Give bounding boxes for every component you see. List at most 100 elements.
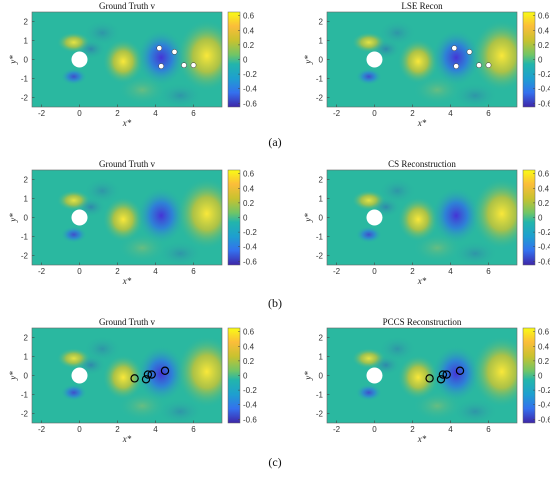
x-tick-label: 0 (77, 109, 82, 118)
sensor-marker (442, 370, 451, 379)
y-tick-label: 1 (24, 195, 29, 204)
colorbar-tick-label: 0.4 (538, 342, 550, 351)
colorbar-tick-label: 0 (538, 372, 543, 381)
y-tick-label: 1 (24, 37, 29, 46)
y-tick-label: 0 (24, 214, 29, 223)
y-tick-label: -1 (21, 75, 29, 84)
y-tick-label: 0 (319, 372, 324, 381)
panel-2-2: -2 0 2 4 6 2 1 0 -1 -2 x* y* CS Reconstruction 0.6 0.4… (303, 159, 550, 286)
row-label: (c) (268, 455, 281, 469)
colorbar-tick-label: 0.6 (243, 170, 255, 179)
x-tick-label: 4 (153, 267, 158, 276)
sensor-marker (476, 62, 482, 69)
y-tick-label: 1 (24, 353, 29, 362)
x-tick-label: 6 (191, 425, 196, 434)
x-tick-label: -2 (333, 425, 341, 434)
colorbar-tick-label: 0.6 (243, 12, 255, 21)
y-tick-label: 2 (319, 18, 324, 27)
x-tick-label: 6 (486, 425, 491, 434)
field-heatmap (327, 328, 517, 423)
x-tick-label: 0 (77, 267, 82, 276)
y-tick-label: 2 (24, 18, 29, 27)
colorbar-tick-label: 0 (243, 56, 248, 65)
y-tick-label: -2 (21, 410, 29, 419)
x-axis-label: x* (122, 118, 132, 128)
x-tick-label: -2 (38, 425, 46, 434)
y-tick-label: 2 (24, 176, 29, 185)
x-axis-label: x* (417, 276, 427, 286)
colorbar-tick-label: -0.4 (243, 243, 257, 252)
field-heatmap (327, 170, 517, 265)
y-tick-label: -1 (316, 233, 324, 242)
y-tick-label: 1 (319, 353, 324, 362)
y-tick-label: -1 (316, 391, 324, 400)
x-tick-label: 4 (448, 425, 453, 434)
y-axis-label: y* (8, 371, 18, 381)
field-heatmap (32, 170, 222, 265)
colorbar-tick-label: -0.2 (538, 386, 550, 395)
y-tick-label: -1 (21, 233, 29, 242)
sensor-marker (438, 370, 448, 379)
x-tick-label: 2 (115, 109, 120, 118)
x-tick-label: 2 (115, 267, 120, 276)
y-axis-label: y* (303, 213, 313, 223)
y-tick-label: -2 (21, 252, 29, 261)
y-axis-label: y* (8, 213, 18, 223)
panel-1-2: -2 0 2 4 6 2 1 0 -1 -2 x* y* LSE Recon 0.6 0.4 0.2 0 -0.2… (303, 1, 550, 128)
y-tick-label: 1 (319, 37, 324, 46)
y-axis-label: y* (8, 55, 18, 65)
y-tick-label: 1 (319, 195, 324, 204)
colorbar-tick-label: 0.6 (243, 328, 255, 337)
panel-title: PCCS Reconstruction (383, 317, 462, 327)
panel-title: Ground Truth v (99, 317, 156, 327)
panel-2-1: -2 0 2 4 6 2 1 0 -1 -2 x* y* Ground Truth v 0.6 0.4 0.2… (8, 159, 257, 286)
colorbar-tick-label: -0.4 (538, 85, 550, 94)
y-tick-label: -2 (316, 94, 324, 103)
y-axis-label: y* (303, 55, 313, 65)
y-tick-label: 0 (24, 56, 29, 65)
sensor-marker (141, 375, 151, 384)
sensor-marker (158, 63, 165, 70)
sensor-marker (130, 374, 139, 383)
sensor-marker (190, 62, 197, 69)
colorbar-tick-label: -0.4 (538, 243, 550, 252)
colorbar-tick-label: -0.2 (243, 228, 257, 237)
colorbar-tick-label: 0.6 (538, 328, 550, 337)
colorbar-tick-label: -0.6 (243, 415, 257, 424)
y-tick-label: -2 (21, 94, 29, 103)
colorbar-tick-label: -0.6 (243, 99, 257, 108)
row-label: (a) (268, 135, 281, 149)
colorbar-tick-label: 0 (243, 372, 248, 381)
x-tick-label: 0 (372, 109, 377, 118)
x-tick-label: 6 (486, 109, 491, 118)
y-tick-label: 2 (24, 334, 29, 343)
y-tick-label: -1 (21, 391, 29, 400)
sensor-marker (147, 370, 156, 379)
x-axis-label: x* (417, 434, 427, 444)
panel-3-1: -2 0 2 4 6 2 1 0 -1 -2 x* y* Ground Truth v 0.6 0.4 0.2… (8, 317, 257, 444)
x-axis-label: x* (417, 118, 427, 128)
cylinder (366, 367, 383, 384)
x-tick-label: 2 (410, 267, 415, 276)
cylinder (71, 209, 88, 226)
field-heatmap (327, 12, 517, 107)
panel-title: Ground Truth v (99, 159, 156, 169)
colorbar-tick-label: -0.6 (538, 257, 550, 266)
y-axis-label: y* (303, 371, 313, 381)
sensor-marker (171, 49, 178, 55)
x-tick-label: 6 (486, 267, 491, 276)
colorbar-tick-label: -0.4 (243, 85, 257, 94)
x-tick-label: 6 (191, 267, 196, 276)
y-tick-label: -2 (316, 410, 324, 419)
panel-title: LSE Recon (401, 1, 443, 11)
sensor-marker (436, 375, 446, 384)
colorbar-tick-label: 0.4 (538, 26, 550, 35)
x-tick-label: 4 (153, 109, 158, 118)
sensor-marker (160, 366, 170, 375)
sensor-marker (425, 374, 434, 383)
sensor-marker (451, 45, 458, 51)
x-tick-label: 0 (77, 425, 82, 434)
colorbar-tick-label: 0.4 (243, 26, 255, 35)
colorbar-tick-label: -0.6 (538, 99, 550, 108)
